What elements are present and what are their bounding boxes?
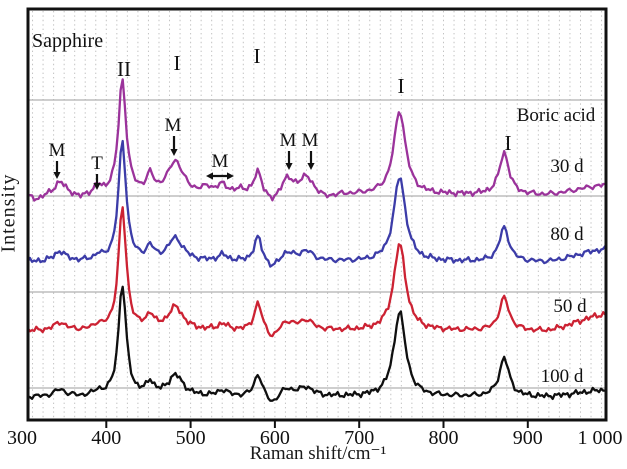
x-axis-label: Raman shift/cm⁻¹ (249, 443, 387, 464)
series-50d (29, 206, 605, 338)
series-time-label: 100 d (541, 366, 584, 387)
x-axis-ticks: 300 400 500 600 700 800 900 1 000 (7, 421, 623, 449)
peak-label: I (505, 131, 512, 155)
x-tick-label: 300 (7, 427, 37, 449)
peak-label: II (117, 57, 131, 81)
plot-frame (26, 7, 608, 422)
x-tick-label: 1 000 (578, 427, 623, 449)
mode-marker-label: T (91, 153, 103, 174)
mode-marker-label: M (302, 130, 319, 151)
x-tick-label: 900 (513, 427, 543, 449)
series-time-label: 30 d (550, 156, 584, 177)
spectra-series (29, 78, 605, 402)
x-tick-label: 600 (260, 427, 290, 449)
phase-label: Sapphire (32, 30, 103, 52)
series-30d (29, 78, 605, 202)
x-tick-label: 500 (176, 427, 206, 449)
mode-marker-label: M (212, 151, 229, 172)
peak-label: I (254, 44, 261, 68)
y-axis-label: Intensity (0, 173, 20, 253)
series-80d (29, 139, 605, 268)
mode-marker-label: M (49, 140, 66, 161)
mode-marker-label: M (165, 115, 182, 136)
mode-marker-label: M (280, 130, 297, 151)
series-100d (29, 285, 605, 402)
peak-label: I (174, 51, 181, 75)
grid-vertical-dotted (32, 11, 603, 418)
x-tick-label: 400 (91, 427, 121, 449)
x-tick-label: 700 (344, 427, 374, 449)
phase-label: Boric acid (517, 105, 596, 126)
x-tick-label: 800 (429, 427, 459, 449)
series-time-label: 50 d (553, 296, 587, 317)
peak-label: I (398, 74, 405, 98)
series-time-label: 80 d (550, 224, 584, 245)
